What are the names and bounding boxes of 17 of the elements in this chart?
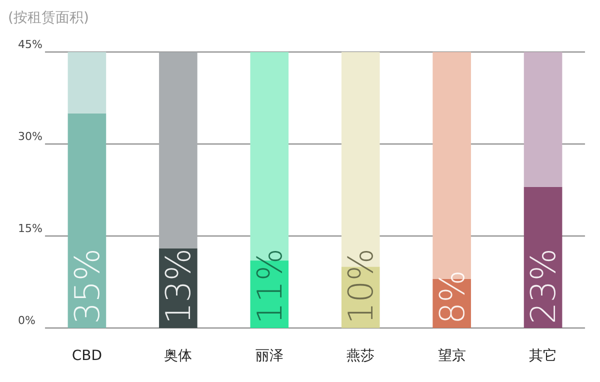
data-label: 23% [524, 248, 564, 324]
y-tick-label: 30% [18, 130, 42, 143]
y-tick-label: 45% [18, 38, 42, 51]
data-label: 10% [342, 248, 382, 324]
y-tick-label: 15% [18, 222, 42, 235]
y-tick-label: 0% [18, 314, 36, 327]
x-tick-label: 望京 [438, 348, 466, 364]
data-label: 13% [159, 248, 200, 324]
x-tick-label: 奥体 [164, 348, 192, 364]
chart-title: (按租赁面积) [8, 10, 89, 26]
x-tick-label: 丽泽 [255, 348, 284, 364]
x-tick-label: CBD [72, 348, 102, 364]
data-label: 35% [68, 248, 108, 324]
x-tick-label: 燕莎 [346, 348, 375, 364]
data-label: 11% [250, 248, 290, 324]
x-tick-label: 其它 [529, 348, 558, 364]
data-label: 8% [432, 270, 473, 324]
